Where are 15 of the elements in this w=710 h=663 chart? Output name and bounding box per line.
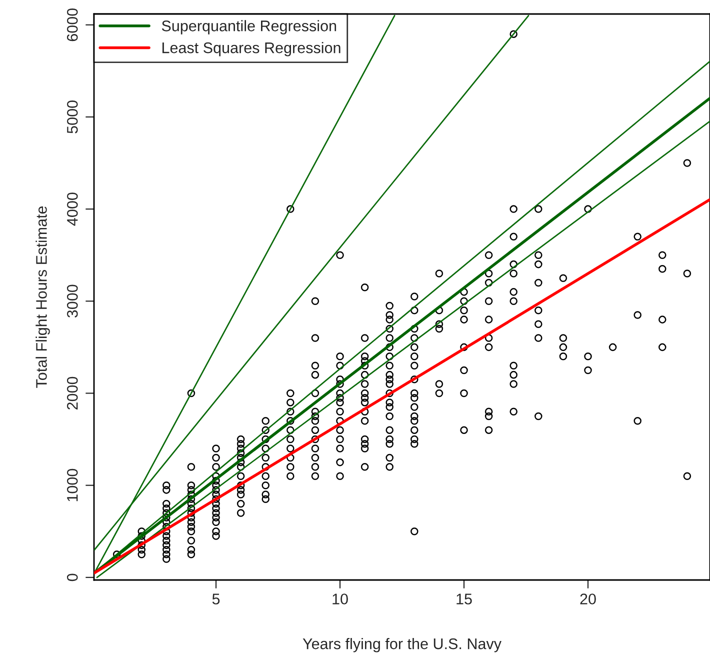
y-tick-label: 2000: [66, 376, 78, 410]
x-axis-title: Years flying for the U.S. Navy: [302, 638, 502, 652]
x-tick-label: 20: [580, 594, 596, 604]
y-tick-label: 5000: [66, 100, 78, 134]
x-tick-label: 15: [456, 594, 472, 604]
legend-label: Least Squares Regression: [162, 42, 340, 56]
legend-label: Superquantile Regression: [162, 20, 336, 34]
x-tick-label: 5: [212, 594, 220, 604]
y-tick-label: 4000: [66, 192, 78, 226]
x-tick-label: 10: [332, 594, 348, 604]
y-tick-label: 6000: [66, 8, 78, 42]
y-tick-label: 1000: [66, 468, 78, 502]
y-tick-label: 3000: [66, 284, 78, 318]
y-tick-label: 0: [66, 574, 78, 582]
y-axis-title: Total Flight Hours Estimate: [36, 206, 50, 388]
